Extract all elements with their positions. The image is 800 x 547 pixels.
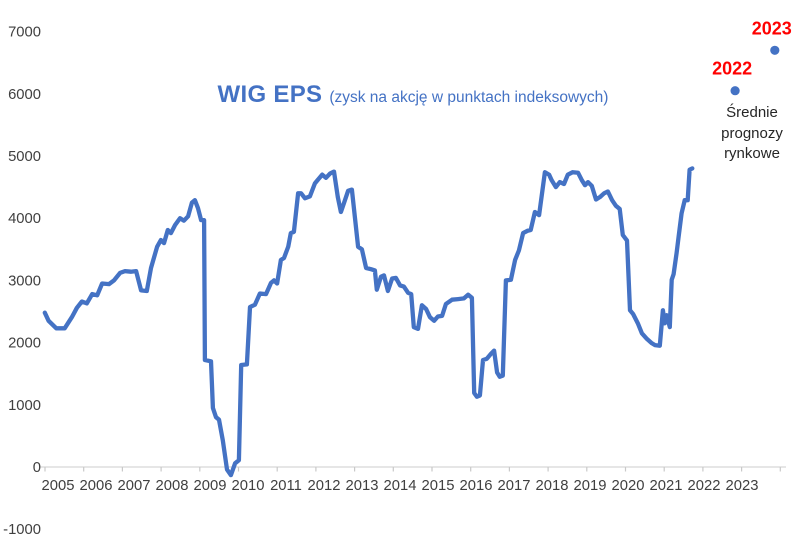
x-axis-tick-label: 2023 xyxy=(726,478,759,494)
x-axis-tick-label: 2010 xyxy=(232,478,265,494)
forecast-dot-2023 xyxy=(770,45,780,55)
x-axis-tick-label: 2019 xyxy=(574,478,607,494)
x-axis-tick-label: 2006 xyxy=(80,478,113,494)
forecast-annotation: Średnie prognozy rynkowe xyxy=(721,104,783,162)
x-axis-tick-label: 2013 xyxy=(346,478,379,494)
x-axis-tick-label: 2020 xyxy=(612,478,645,494)
chart-title-block: WIG EPS (zysk na akcję w punktach indeks… xyxy=(218,81,609,109)
x-axis-tick-label: 2009 xyxy=(194,478,227,494)
x-axis-tick-label: 2012 xyxy=(308,478,341,494)
x-axis-tick-label: 2011 xyxy=(270,478,302,494)
y-axis-tick-label: 5000 xyxy=(8,149,41,165)
y-axis-tick-label: 6000 xyxy=(8,87,41,103)
y-axis-tick-label: 2000 xyxy=(8,336,41,352)
y-axis-tick-label: 0 xyxy=(33,460,41,476)
x-axis-tick-label: 2008 xyxy=(156,478,189,494)
x-axis-tick-label: 2005 xyxy=(42,478,75,494)
x-axis-tick-label: 2022 xyxy=(688,478,721,494)
y-axis-tick-label: 7000 xyxy=(8,25,41,41)
chart-subtitle: (zysk na akcję w punktach indeksowych) xyxy=(329,89,609,106)
eps-line-series xyxy=(42,166,695,478)
x-axis-tick-label: 2007 xyxy=(118,478,151,494)
y-axis-tick-label: 4000 xyxy=(8,211,41,227)
x-axis-tick-label: 2015 xyxy=(422,478,455,494)
x-axis-tick-label: 2014 xyxy=(384,478,417,494)
x-axis-tick-label: 2018 xyxy=(536,478,569,494)
forecast-label-2023: 2023 xyxy=(752,18,792,38)
x-axis-tick-label: 2016 xyxy=(460,478,493,494)
y-axis-tick-label: 1000 xyxy=(8,398,41,414)
x-axis-tick-label: 2017 xyxy=(498,478,531,494)
chart-title: WIG EPS xyxy=(217,81,323,108)
forecast-dot-2022 xyxy=(730,86,740,96)
y-axis-tick-label: 3000 xyxy=(8,273,41,289)
y-axis-tick-label: -1000 xyxy=(3,522,41,538)
forecast-label-2022: 2022 xyxy=(712,59,752,79)
x-axis-tick-label: 2021 xyxy=(650,478,683,494)
